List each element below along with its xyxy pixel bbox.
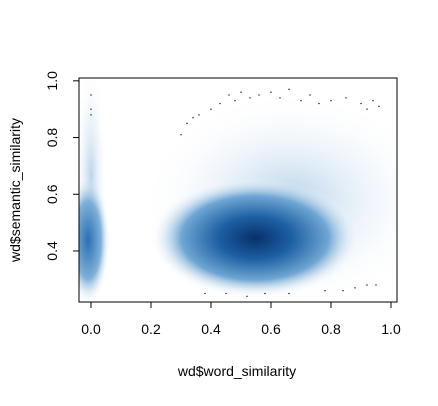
point	[246, 295, 248, 297]
point	[249, 97, 251, 99]
point	[366, 108, 368, 110]
point	[240, 91, 242, 93]
density-core	[150, 178, 360, 298]
point	[375, 284, 377, 286]
x-tick-label: 0.4	[201, 321, 221, 337]
point	[288, 88, 290, 90]
point	[342, 290, 344, 292]
point	[270, 91, 272, 93]
point	[378, 105, 380, 107]
point	[90, 108, 92, 110]
point	[225, 292, 227, 295]
point	[318, 102, 320, 105]
point	[360, 102, 362, 105]
density-core	[79, 175, 110, 302]
point	[279, 97, 281, 99]
point	[324, 290, 326, 292]
plot-frame	[78, 77, 398, 303]
x-tick-label: 0.8	[321, 321, 341, 337]
point	[180, 134, 182, 136]
point	[90, 94, 92, 96]
point	[234, 100, 236, 102]
x-tick-label: 0.6	[261, 321, 281, 337]
point	[264, 292, 266, 295]
point	[198, 114, 200, 116]
point	[90, 114, 92, 116]
y-tick-label: 0.6	[44, 184, 60, 204]
point	[204, 292, 206, 295]
y-tick-label: 1.0	[44, 71, 60, 91]
point	[366, 284, 368, 286]
point	[288, 292, 290, 295]
x-axis-title: wd$word_similarity	[177, 363, 296, 379]
point	[330, 100, 332, 102]
point	[228, 94, 230, 96]
point	[300, 100, 302, 102]
y-axis-title: wd$semantic_similarity	[7, 118, 23, 263]
point	[372, 100, 374, 102]
x-tick-label: 1.0	[381, 321, 401, 337]
point	[345, 97, 347, 99]
density	[79, 78, 397, 302]
point	[354, 287, 356, 289]
point	[210, 108, 212, 110]
x-tick-label: 0.0	[81, 321, 101, 337]
point	[219, 102, 221, 105]
y-tick-label: 0.8	[44, 128, 60, 148]
point	[192, 117, 194, 119]
point	[186, 122, 188, 124]
x-tick-label: 0.2	[141, 321, 161, 337]
point	[258, 94, 260, 96]
point	[309, 94, 311, 96]
y-tick-label: 0.4	[44, 241, 60, 261]
